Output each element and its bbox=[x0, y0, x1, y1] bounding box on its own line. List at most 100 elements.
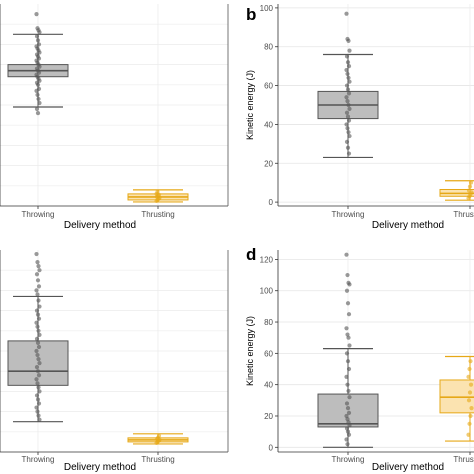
data-point bbox=[35, 369, 41, 374]
x-tick-label: Throwing bbox=[22, 210, 55, 219]
data-point bbox=[346, 64, 352, 69]
data-point bbox=[345, 99, 350, 104]
data-point bbox=[34, 365, 40, 370]
panel-b: 0 20 40 60 80 100 Throwing Thrusting Delivery me… bbox=[245, 4, 474, 231]
data-point bbox=[344, 83, 350, 88]
data-point bbox=[36, 344, 42, 350]
data-point bbox=[35, 409, 40, 414]
data-point bbox=[34, 12, 39, 17]
data-point bbox=[345, 442, 350, 447]
data-point bbox=[466, 432, 471, 437]
data-point bbox=[346, 432, 352, 437]
data-point bbox=[347, 343, 352, 348]
box-thrusting bbox=[127, 189, 189, 204]
data-point bbox=[345, 114, 351, 119]
data-point bbox=[35, 292, 40, 297]
data-point bbox=[34, 251, 39, 257]
data-point bbox=[468, 359, 473, 364]
data-point bbox=[37, 361, 42, 366]
data-point bbox=[467, 390, 473, 395]
data-point bbox=[344, 122, 349, 127]
data-point bbox=[466, 374, 471, 379]
data-point bbox=[344, 374, 349, 379]
data-point bbox=[347, 48, 352, 53]
x-tick-label: Thrusting bbox=[141, 210, 174, 219]
x-axis-title: Delivery method bbox=[64, 220, 136, 231]
data-point bbox=[35, 312, 41, 317]
data-point bbox=[346, 130, 351, 135]
data-point bbox=[36, 298, 41, 303]
panel-label: b bbox=[246, 5, 256, 24]
data-point bbox=[35, 352, 40, 358]
data-point bbox=[156, 433, 162, 438]
y-tick-label: 20 bbox=[264, 412, 273, 421]
data-point bbox=[345, 406, 351, 411]
data-point bbox=[34, 393, 40, 398]
y-axis-title: Kinetic energy (J) bbox=[245, 316, 255, 386]
data-point bbox=[468, 413, 473, 419]
data-point bbox=[347, 282, 352, 287]
data-point bbox=[34, 377, 39, 382]
data-point bbox=[346, 312, 352, 317]
data-point bbox=[346, 75, 351, 80]
x-tick-label: Thrusting bbox=[453, 455, 474, 464]
data-point bbox=[35, 38, 41, 43]
data-point bbox=[35, 381, 40, 386]
y-tick-label: 60 bbox=[264, 349, 273, 358]
data-point bbox=[347, 133, 352, 139]
data-point bbox=[34, 272, 40, 277]
x-axis-title: Delivery method bbox=[372, 220, 444, 231]
data-point bbox=[34, 34, 40, 39]
data-point bbox=[37, 268, 42, 273]
data-point bbox=[36, 413, 41, 418]
data-point bbox=[344, 67, 349, 73]
data-point bbox=[34, 320, 39, 325]
data-point bbox=[347, 423, 352, 428]
data-point bbox=[35, 82, 41, 87]
data-point bbox=[37, 417, 42, 422]
x-tick-label: Thrusting bbox=[141, 455, 174, 464]
y-tick-label: 80 bbox=[264, 43, 273, 52]
y-axis-title: Kinetic energy (J) bbox=[245, 70, 255, 140]
data-point bbox=[37, 30, 42, 35]
data-point bbox=[344, 11, 349, 16]
data-point bbox=[467, 421, 472, 426]
data-point bbox=[34, 288, 39, 293]
data-point bbox=[345, 382, 350, 387]
box-throwing bbox=[7, 12, 69, 116]
y-tick-label: 120 bbox=[260, 255, 274, 264]
data-point bbox=[344, 95, 349, 100]
y-tick-label: 0 bbox=[269, 198, 274, 207]
data-point bbox=[37, 389, 42, 394]
y-tick-label: 80 bbox=[264, 318, 273, 327]
data-point bbox=[468, 382, 474, 387]
data-point bbox=[345, 126, 350, 131]
data-point bbox=[155, 189, 160, 194]
data-point bbox=[345, 359, 351, 364]
data-point bbox=[346, 38, 351, 44]
x-axis-title: Delivery method bbox=[64, 462, 136, 473]
data-point bbox=[345, 272, 350, 278]
data-point bbox=[346, 151, 352, 156]
data-point bbox=[467, 184, 473, 189]
data-point bbox=[35, 278, 41, 283]
data-point bbox=[346, 410, 352, 415]
data-point bbox=[36, 264, 41, 269]
data-point bbox=[34, 348, 39, 354]
data-point bbox=[35, 324, 40, 329]
data-point bbox=[35, 397, 41, 402]
panel-c: Throwing Thrusting Delivery method bbox=[0, 250, 229, 473]
data-point bbox=[466, 398, 472, 403]
panel-a: Throwing Thrusting Delivery method bbox=[0, 4, 229, 231]
data-point bbox=[37, 304, 42, 309]
data-point bbox=[347, 106, 352, 111]
data-point bbox=[469, 406, 474, 411]
data-point bbox=[36, 316, 42, 321]
data-point bbox=[346, 102, 351, 108]
x-axis-title: Delivery method bbox=[372, 462, 444, 473]
x-tick-label: Thrusting bbox=[453, 210, 474, 219]
data-point bbox=[36, 401, 42, 406]
panel-d: 0 20 40 60 80 100 120 Throwing Thrusting Delivery… bbox=[245, 245, 474, 473]
data-point bbox=[344, 139, 350, 145]
